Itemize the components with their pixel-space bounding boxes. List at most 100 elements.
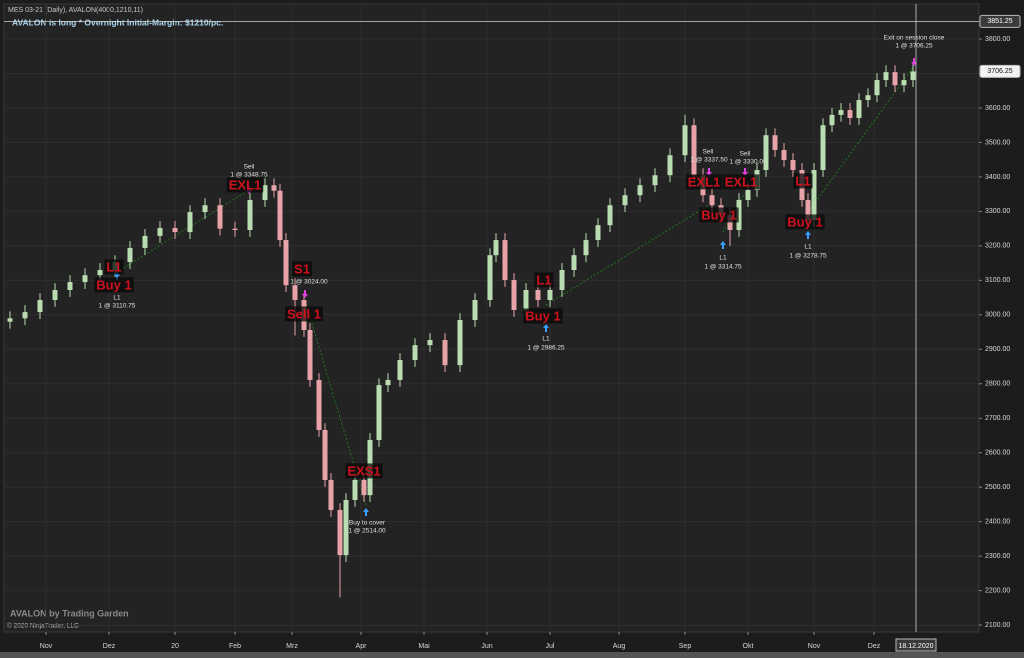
candle-body xyxy=(157,227,163,236)
signal-label: Buy 1 xyxy=(701,207,736,222)
signal-background xyxy=(793,173,813,189)
trade-note: 1 @ 3278.75 xyxy=(789,253,827,260)
candle-body xyxy=(745,190,751,201)
candle-body xyxy=(127,247,133,263)
candle-body xyxy=(376,385,382,440)
signal-label: EXS1 xyxy=(347,463,380,478)
candle-body xyxy=(583,240,589,256)
y-tick-label: 2800.00 xyxy=(985,381,1010,388)
signal-label: EXL1 xyxy=(688,174,721,189)
candle-body xyxy=(622,195,628,206)
cursor-price-box xyxy=(979,14,1021,28)
x-tick-label: Jul xyxy=(546,643,555,650)
candle-body xyxy=(307,329,313,380)
candle-body xyxy=(316,379,322,430)
y-tick-label: 2200.00 xyxy=(985,587,1010,594)
candle-body xyxy=(667,155,673,176)
signal-background xyxy=(345,463,383,479)
trade-line xyxy=(722,192,746,233)
signal-label: Buy 1 xyxy=(787,214,822,229)
trade-note: 1 @ 3330.00 xyxy=(729,159,767,166)
candle-body xyxy=(337,509,343,556)
x-tick-label: Jun xyxy=(481,643,492,650)
candle-body xyxy=(472,300,478,321)
trade-note: Sell xyxy=(740,151,751,158)
trade-note: Buy to cover xyxy=(349,520,386,527)
x-tick-label: 20 xyxy=(171,643,179,650)
candle-body xyxy=(736,200,742,231)
signal-background xyxy=(104,259,124,275)
candle-body xyxy=(385,379,391,386)
y-tick-label: 3800.00 xyxy=(985,36,1010,43)
signal-background xyxy=(534,272,554,288)
branding: AVALON by Trading Garden xyxy=(10,608,129,618)
x-tick-label: Nov xyxy=(808,643,821,650)
y-tick-label: 3300.00 xyxy=(985,208,1010,215)
y-tick-label: 2100.00 xyxy=(985,622,1010,629)
signal-label: Sell 1 xyxy=(287,306,321,321)
candle-body xyxy=(523,290,529,311)
candle-body xyxy=(262,185,268,201)
trade-note: 1 @ 3110.75 xyxy=(99,303,136,310)
candle-body xyxy=(772,135,778,151)
candle-body xyxy=(283,240,289,286)
x-tick-label: Nov xyxy=(40,643,53,650)
y-tick-label: 3400.00 xyxy=(985,174,1010,181)
signal-background xyxy=(685,174,723,190)
trade-arrow xyxy=(543,324,549,332)
signal-background xyxy=(523,308,563,324)
candle-body xyxy=(847,110,853,118)
candle-body xyxy=(790,160,796,171)
candle-body xyxy=(502,240,508,281)
last-price-box xyxy=(979,64,1021,78)
y-tick-label: 3000.00 xyxy=(985,312,1010,319)
x-tick-label: Sep xyxy=(679,643,692,650)
candle-body xyxy=(571,255,577,271)
candle-body xyxy=(277,190,283,241)
trade-arrow xyxy=(302,290,308,298)
trade-note: 1 @ 3024.00 xyxy=(290,279,328,286)
y-tick-label: 2300.00 xyxy=(985,553,1010,560)
candle-body xyxy=(838,110,844,115)
signal-background xyxy=(722,174,760,190)
candle-body xyxy=(874,80,880,96)
signal-background xyxy=(94,277,134,293)
signal-background xyxy=(699,207,739,223)
candle-body xyxy=(883,72,889,81)
candle-body xyxy=(442,339,448,366)
x-tick-label: Apr xyxy=(356,643,368,650)
candle-body xyxy=(511,280,517,311)
candle-body xyxy=(271,185,277,191)
trade-note: L1 xyxy=(542,336,550,343)
signal-label: Buy 1 xyxy=(96,277,131,292)
candle-body xyxy=(709,195,715,206)
trade-note: L1 xyxy=(113,295,121,302)
candle-body xyxy=(343,499,349,556)
candle-body xyxy=(781,150,787,161)
x-tick-label: Aug xyxy=(613,643,626,650)
signal-background xyxy=(292,261,312,277)
trade-note: 1 @ 3314.75 xyxy=(704,264,742,271)
y-tick-label: 3500.00 xyxy=(985,139,1010,146)
trade-note: 1 @ 2986.25 xyxy=(527,345,565,352)
candle-body xyxy=(457,320,463,366)
trade-note: 1 @ 3348.75 xyxy=(230,172,268,179)
trade-line xyxy=(116,189,250,273)
y-tick-label: 3200.00 xyxy=(985,243,1010,250)
trade-arrow xyxy=(720,241,726,249)
trade-note: Exit on session close xyxy=(884,35,945,42)
signal-label: L1 xyxy=(536,272,551,287)
y-tick-label: 2700.00 xyxy=(985,415,1010,422)
candle-body xyxy=(820,125,826,171)
candle-body xyxy=(493,240,499,256)
candle-body xyxy=(829,114,835,126)
header: MES 03-21 (Daily), AVALON(4000,1210,11) xyxy=(8,7,143,14)
candle-body xyxy=(82,275,88,283)
trade-arrow xyxy=(363,508,369,516)
candle-body xyxy=(142,235,148,248)
candle-body xyxy=(322,429,328,480)
candle-body xyxy=(535,290,541,301)
trade-note: Sell xyxy=(244,164,255,171)
candle-body xyxy=(805,200,811,221)
